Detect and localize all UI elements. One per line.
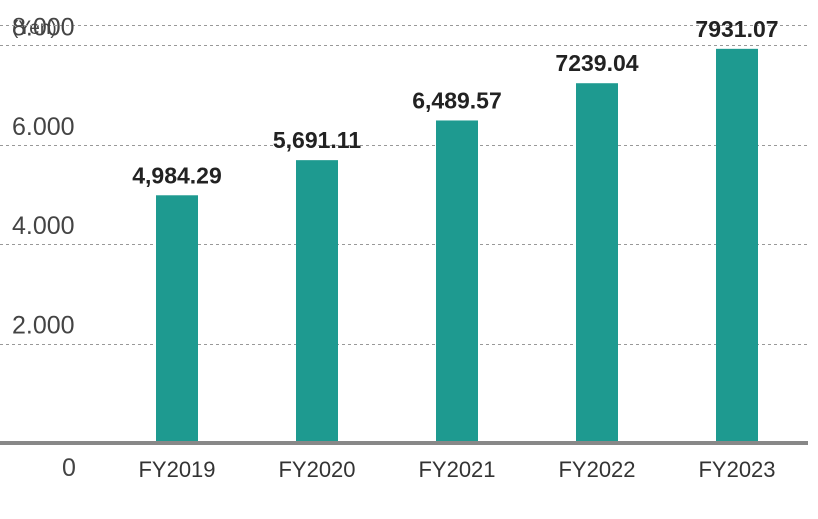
x-tick-label: FY2020 <box>278 457 355 482</box>
x-tick-label: FY2021 <box>418 457 495 482</box>
data-label: 5,691.11 <box>273 127 361 153</box>
data-label: 7931.07 <box>695 16 778 42</box>
data-labels: 4,984.29 5,691.11 6,489.57 7239.04 7931.07 <box>132 16 778 188</box>
bar <box>576 83 618 443</box>
data-label: 7239.04 <box>555 50 638 76</box>
y-axis-ticks: 0 2.000 4.000 6.000 8.000 <box>12 13 76 482</box>
bars <box>156 48 758 444</box>
x-axis-ticks: FY2019 FY2020 FY2021 FY2022 FY2023 <box>138 457 775 482</box>
y-tick-label: 0 <box>62 454 76 482</box>
bar <box>716 48 758 444</box>
x-tick-label: FY2022 <box>558 457 635 482</box>
y-tick-label: 8.000 <box>12 13 75 41</box>
y-tick-label: 4.000 <box>12 212 75 240</box>
y-tick-label: 6.000 <box>12 113 75 141</box>
x-tick-label: FY2019 <box>138 457 215 482</box>
y-axis-unit-label: (Yen) <box>12 18 57 39</box>
bar <box>156 195 198 443</box>
x-tick-label: FY2023 <box>698 457 775 482</box>
gridlines <box>0 25 808 345</box>
bar <box>436 120 478 443</box>
data-label: 6,489.57 <box>412 87 502 113</box>
data-label: 4,984.29 <box>132 162 222 188</box>
bar <box>296 160 338 443</box>
y-tick-label: 2.000 <box>12 312 75 340</box>
